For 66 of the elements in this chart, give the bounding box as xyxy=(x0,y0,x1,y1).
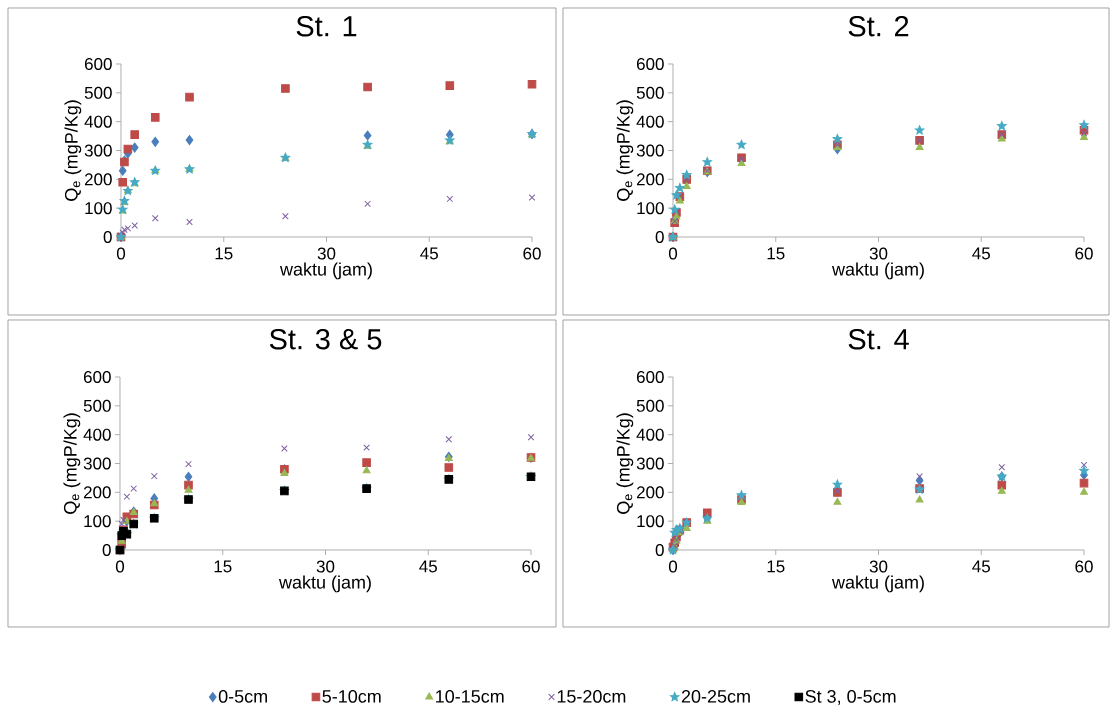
y-tick-label: 400 xyxy=(636,115,664,128)
x-tick-label: 30 xyxy=(317,247,336,260)
y-tick-label: 600 xyxy=(83,370,111,384)
legend-label: 5-10cm xyxy=(322,690,381,703)
y-tick-label: 300 xyxy=(83,457,111,470)
x-axis-title: waktu (jam) xyxy=(831,575,924,593)
x-tick-label: 30 xyxy=(316,560,335,573)
x-tick-label: 0 xyxy=(668,560,678,573)
y-tick-label: 0 xyxy=(102,543,111,557)
x-tick-label: 15 xyxy=(214,560,232,573)
x-axis-title: waktu (jam) xyxy=(831,262,924,280)
y-tick-label: 600 xyxy=(636,370,664,384)
y-tick-label: 500 xyxy=(84,86,112,99)
y-tick-label: 300 xyxy=(84,144,112,157)
y-tick-label: 0 xyxy=(103,230,112,244)
y-tick-label: 200 xyxy=(84,173,112,186)
y-tick-label: 500 xyxy=(83,399,111,412)
y-tick-label: 100 xyxy=(85,202,112,215)
y-tick-label: 0 xyxy=(655,543,664,557)
y-tick-label: 0 xyxy=(655,230,664,244)
y-tick-label: 600 xyxy=(84,57,112,71)
x-tick-label: 0 xyxy=(116,247,126,260)
chart-title: St. 4 xyxy=(848,328,909,350)
x-tick-label: 30 xyxy=(869,560,888,573)
x-tick-label: 60 xyxy=(1075,560,1093,573)
y-tick-label: 400 xyxy=(636,428,664,441)
x-tick-label: 15 xyxy=(767,560,785,573)
x-tick-label: 60 xyxy=(523,247,541,260)
y-tick-label: 300 xyxy=(636,144,664,157)
x-axis-title: waktu (jam) xyxy=(279,262,372,280)
y-tick-label: 100 xyxy=(84,515,111,528)
y-tick-label: 200 xyxy=(636,486,664,499)
y-tick-label: 300 xyxy=(636,457,664,470)
x-tick-label: 60 xyxy=(522,560,540,573)
x-tick-label: 45 xyxy=(419,560,437,573)
chart-title: St. 3 & 5 xyxy=(269,328,382,350)
x-tick-label: 0 xyxy=(668,247,678,260)
legend-label: 15-20cm xyxy=(557,690,626,703)
y-tick-label: 400 xyxy=(83,428,111,441)
legend-label: 0-5cm xyxy=(218,690,267,703)
x-tick-label: 15 xyxy=(767,247,785,260)
legend-label: 10-15cm xyxy=(436,690,504,703)
legend-label: St 3, 0-5cm xyxy=(805,690,896,705)
chart-title: St. 2 xyxy=(848,15,909,37)
y-axis-title: Q$_{e}$ (mgP/Kg) xyxy=(616,100,634,201)
y-tick-label: 500 xyxy=(636,86,664,99)
y-tick-label: 600 xyxy=(636,57,664,71)
y-tick-label: 400 xyxy=(84,115,112,128)
y-tick-label: 500 xyxy=(636,399,664,412)
x-tick-label: 60 xyxy=(1075,247,1093,260)
chart-title: St. 1 xyxy=(296,15,357,37)
y-tick-label: 100 xyxy=(637,515,664,528)
y-tick-label: 200 xyxy=(636,173,664,186)
y-tick-label: 100 xyxy=(637,202,664,215)
x-tick-label: 30 xyxy=(869,247,888,260)
x-tick-label: 45 xyxy=(972,560,990,573)
x-tick-label: 45 xyxy=(420,247,438,260)
x-tick-label: 0 xyxy=(115,560,125,573)
x-tick-label: 45 xyxy=(972,247,990,260)
y-axis-title: Q$_{e}$ (mgP/Kg) xyxy=(64,100,82,201)
legend-label: 20-25cm xyxy=(681,690,750,703)
x-axis-title: waktu (jam) xyxy=(278,575,371,593)
y-tick-label: 200 xyxy=(83,486,111,499)
x-tick-label: 15 xyxy=(215,247,233,260)
y-axis-title: Q$_{e}$ (mgP/Kg) xyxy=(616,413,634,514)
y-axis-title: Q$_{e}$ (mgP/Kg) xyxy=(63,413,81,514)
